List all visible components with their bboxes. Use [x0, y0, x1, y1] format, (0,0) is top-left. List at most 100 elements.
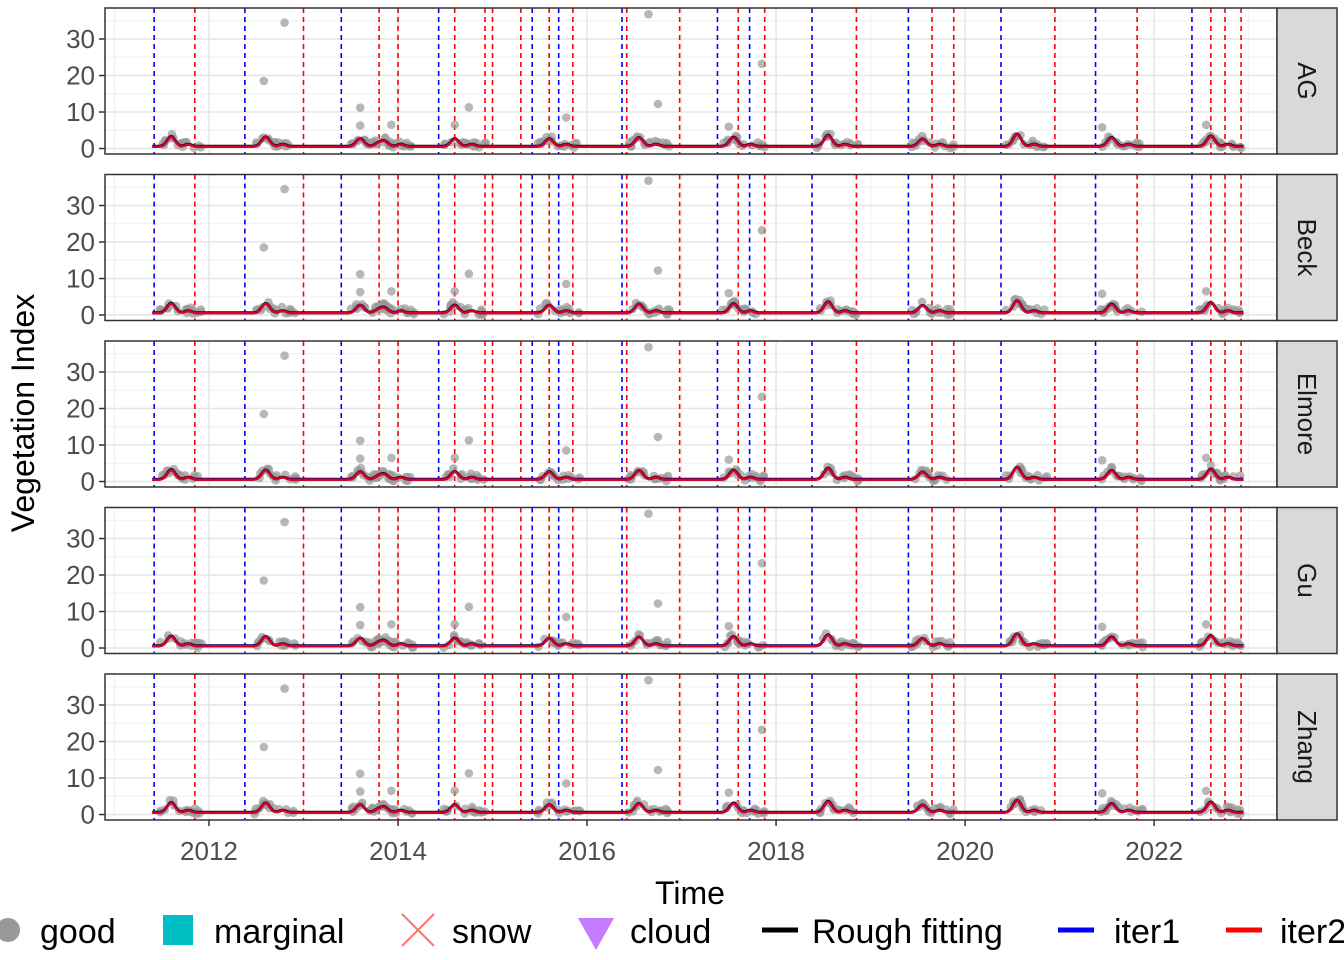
y-tick-label: 30	[66, 524, 95, 554]
legend-label: iter2	[1280, 913, 1344, 951]
good-point	[1097, 123, 1107, 132]
good-point	[1201, 620, 1211, 629]
y-tick-label: 10	[66, 763, 95, 793]
x-tick-label: 2012	[180, 836, 238, 866]
facet-panel-elmore: Elmore 0 10 20 30	[66, 340, 1338, 497]
good-point	[1201, 453, 1211, 463]
good-point	[280, 184, 289, 194]
good-point	[280, 351, 289, 360]
legend-item-iter2: iter2	[1226, 913, 1344, 951]
facet-panel-beck: Beck 0 10 20 30	[66, 173, 1338, 330]
panel-background	[105, 174, 1277, 321]
good-point	[280, 517, 289, 527]
legend-item-iter1: iter1	[1058, 913, 1180, 951]
facet-strip-label: Gu	[1292, 563, 1322, 598]
legend-label: good	[40, 913, 116, 951]
x-axis: 2012 2014 2016 2018 2020 2022	[180, 820, 1183, 866]
good-point	[259, 576, 269, 585]
good-point	[464, 602, 474, 612]
legend: good marginal snow cloud Rough fitting iter1 i…	[0, 913, 1344, 951]
x-tick-label: 2018	[747, 836, 805, 866]
good-point	[653, 99, 663, 109]
legend-item-good: good	[0, 913, 116, 951]
good-point	[387, 287, 396, 296]
good-point	[644, 9, 653, 19]
good-point	[277, 302, 287, 312]
good-point	[724, 621, 734, 631]
y-tick-label: 30	[66, 24, 95, 54]
good-point	[259, 76, 269, 86]
iter2-line	[152, 799, 1244, 814]
legend-label: cloud	[630, 913, 711, 951]
legend-key-good	[0, 918, 20, 942]
good-point	[724, 788, 734, 797]
good-point	[663, 637, 672, 647]
y-tick-label: 20	[66, 394, 95, 424]
good-point	[464, 269, 474, 279]
iter2-line	[152, 466, 1244, 481]
good-point	[355, 769, 365, 778]
good-point	[355, 436, 365, 445]
good-point	[917, 297, 927, 307]
legend-item-cloud: cloud	[578, 913, 711, 951]
good-point	[450, 453, 460, 463]
panel-background	[105, 8, 1277, 154]
good-point	[259, 243, 269, 252]
good-point	[1235, 471, 1245, 480]
good-point	[1097, 622, 1107, 632]
y-tick-label: 0	[81, 633, 95, 663]
facet-panels: AG 0 10 20 30 Beck 0 10 20 30 Elmore 0 10 20 30 Gu 0 10 20…	[66, 7, 1338, 830]
facet-strip-label: Beck	[1292, 219, 1322, 278]
panel-background	[105, 674, 1277, 820]
panel-background	[105, 341, 1277, 487]
facet-strip	[1276, 7, 1338, 155]
good-point	[561, 446, 571, 455]
good-point	[1097, 456, 1107, 465]
good-point	[450, 120, 460, 130]
good-point	[1097, 289, 1107, 299]
x-axis-label: Time	[655, 875, 725, 911]
good-point	[653, 266, 663, 275]
good-point	[259, 409, 269, 419]
facet-strip-label: Zhang	[1292, 710, 1322, 784]
legend-key-marginal	[163, 915, 193, 945]
y-tick-label: 10	[66, 97, 95, 127]
y-axis-label: Vegetation Index	[5, 294, 41, 532]
y-tick-label: 30	[66, 690, 95, 720]
iter2-line	[152, 133, 1244, 148]
facet-strip	[1276, 173, 1338, 322]
good-point	[387, 120, 396, 130]
good-point	[355, 620, 365, 630]
facet-strip	[1276, 340, 1338, 488]
y-tick-label: 20	[66, 61, 95, 91]
y-tick-label: 0	[81, 134, 95, 164]
good-point	[561, 279, 571, 289]
y-tick-label: 20	[66, 227, 95, 257]
good-point	[355, 602, 365, 612]
facet-strip-label: AG	[1292, 62, 1322, 100]
y-tick-label: 0	[81, 467, 95, 497]
good-point	[355, 454, 365, 463]
y-tick-label: 30	[66, 357, 95, 387]
x-tick-label: 2014	[369, 836, 427, 866]
good-point	[724, 455, 734, 464]
good-point	[450, 287, 460, 296]
facet-strip	[1276, 506, 1338, 655]
y-tick-label: 20	[66, 727, 95, 757]
good-point	[355, 103, 365, 112]
good-point	[387, 786, 396, 796]
facet-strip-label: Elmore	[1292, 373, 1322, 455]
iter2-line	[152, 632, 1244, 648]
good-point	[1201, 120, 1211, 130]
y-tick-label: 10	[66, 264, 95, 294]
y-tick-label: 10	[66, 597, 95, 627]
y-tick-label: 0	[81, 800, 95, 830]
y-tick-label: 0	[81, 300, 95, 330]
good-point	[653, 599, 663, 608]
good-point	[757, 559, 767, 568]
good-point	[355, 287, 365, 297]
good-point	[644, 176, 653, 186]
good-point	[561, 612, 571, 622]
good-point	[914, 634, 923, 644]
good-point	[561, 779, 571, 788]
